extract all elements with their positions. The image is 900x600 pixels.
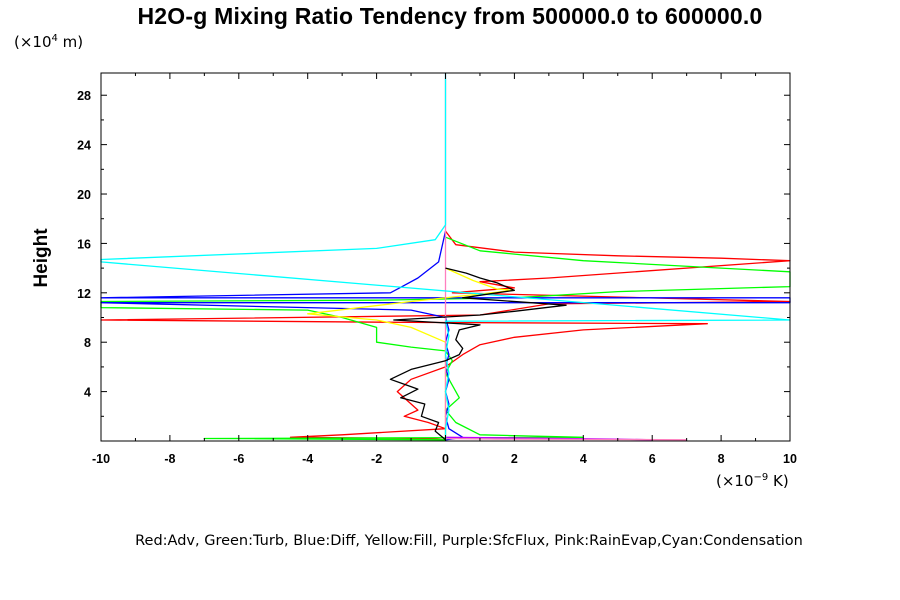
y-tick-label: 12	[77, 287, 91, 301]
x-unit-exponent: −9	[753, 472, 769, 483]
legend-text: Red:Adv, Green:Turb, Blue:Diff, Yellow:F…	[135, 533, 803, 549]
x-tick-label: -6	[233, 452, 244, 466]
x-tick-label: 2	[511, 452, 518, 466]
x-unit-prefix: (×10	[716, 472, 754, 490]
x-tick-label: 8	[718, 452, 725, 466]
x-axis-unit: (×10−9 K)	[716, 472, 789, 490]
y-unit-exponent: 4	[51, 33, 58, 44]
series-line-adv	[100, 230, 791, 441]
y-tick-label: 16	[77, 237, 91, 251]
series-line-unnamed-7	[389, 267, 567, 441]
y-axis-unit: (×104 m)	[14, 33, 83, 51]
x-tick-label: -4	[302, 452, 313, 466]
x-tick-label: 4	[580, 452, 587, 466]
y-tick-label: 24	[77, 139, 91, 153]
x-tick-label: 6	[649, 452, 656, 466]
y-tick-label: 28	[77, 89, 91, 103]
y-ticks: 4 8 12 16 20 24 28	[77, 89, 790, 417]
x-tick-label: 0	[442, 452, 449, 466]
y-tick-label: 20	[77, 188, 91, 202]
x-tick-label: 10	[783, 452, 797, 466]
x-tick-label: -10	[92, 452, 110, 466]
x-tick-label: -8	[164, 452, 175, 466]
chart-title: H2O-g Mixing Ratio Tendency from 500000.…	[137, 3, 763, 29]
y-unit-suffix: m)	[57, 33, 84, 51]
series-line-diff	[100, 230, 791, 441]
series-line-rainevap	[444, 73, 687, 441]
x-unit-suffix: K)	[768, 472, 789, 490]
y-tick-label: 4	[84, 386, 91, 400]
series-line-condensation	[100, 73, 791, 440]
y-unit-prefix: (×10	[14, 33, 52, 51]
data-curves	[100, 73, 791, 441]
x-tick-label: -2	[371, 452, 382, 466]
x-ticks: -10 -8 -6 -4 -2 0 2 4 6 8 10	[92, 73, 797, 466]
y-tick-label: 8	[84, 336, 91, 350]
